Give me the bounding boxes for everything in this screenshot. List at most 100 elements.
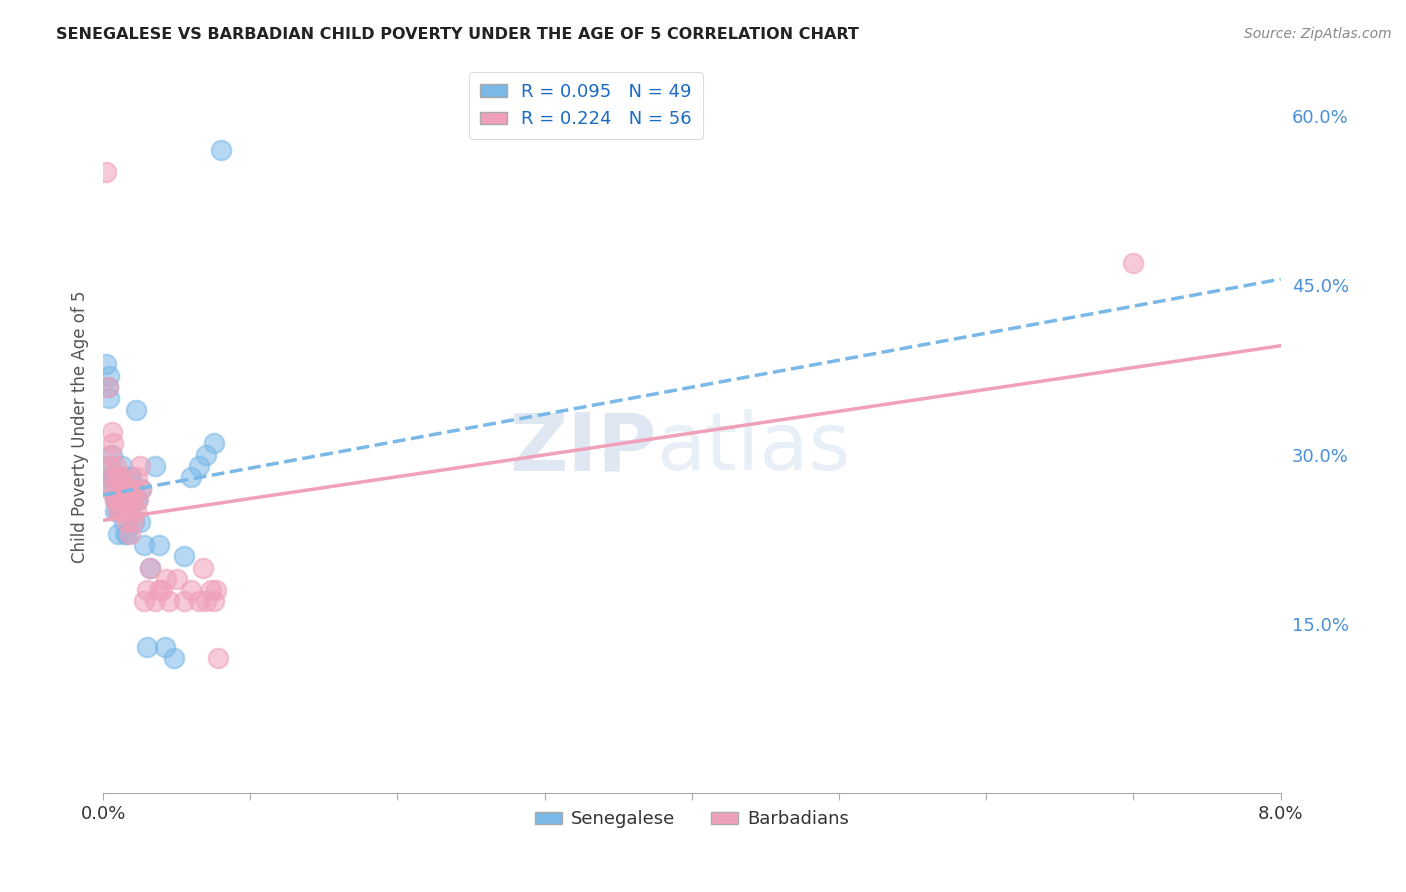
Point xyxy=(110,504,132,518)
Point xyxy=(107,504,129,518)
Point xyxy=(195,594,218,608)
Legend: Senegalese, Barbadians: Senegalese, Barbadians xyxy=(527,803,856,836)
Point xyxy=(173,594,195,608)
Point xyxy=(108,470,131,484)
Point xyxy=(121,516,143,530)
Point xyxy=(111,458,134,473)
Point xyxy=(163,651,186,665)
Point xyxy=(110,482,132,496)
Point xyxy=(125,470,148,484)
Point xyxy=(129,516,152,530)
Point xyxy=(166,572,188,586)
Point xyxy=(111,482,134,496)
Point xyxy=(103,470,125,484)
Point xyxy=(104,492,127,507)
Point xyxy=(131,482,153,496)
Point xyxy=(139,560,162,574)
Point xyxy=(108,492,131,507)
Point xyxy=(157,594,180,608)
Point xyxy=(139,560,162,574)
Point xyxy=(100,458,122,473)
Point xyxy=(202,594,225,608)
Point xyxy=(110,482,132,496)
Text: atlas: atlas xyxy=(657,409,851,488)
Point xyxy=(98,391,121,405)
Point xyxy=(131,482,153,496)
Point xyxy=(187,594,209,608)
Point xyxy=(124,402,146,417)
Point xyxy=(136,583,159,598)
Point xyxy=(100,458,122,473)
Point xyxy=(180,583,202,598)
Y-axis label: Child Poverty Under the Age of 5: Child Poverty Under the Age of 5 xyxy=(72,290,89,563)
Point xyxy=(94,358,117,372)
Point xyxy=(110,504,132,518)
Point xyxy=(127,492,149,507)
Point xyxy=(104,492,127,507)
Point xyxy=(136,640,159,654)
Point xyxy=(115,492,138,507)
Point xyxy=(101,448,124,462)
Point xyxy=(118,470,141,484)
Point xyxy=(107,504,129,518)
Point xyxy=(114,504,136,518)
Point xyxy=(202,436,225,450)
Point xyxy=(112,482,135,496)
Point xyxy=(115,504,138,518)
Point xyxy=(121,492,143,507)
Point xyxy=(120,482,142,496)
Point xyxy=(94,165,117,179)
Point xyxy=(148,583,170,598)
Point xyxy=(117,482,139,496)
Point xyxy=(103,436,125,450)
Point xyxy=(205,583,228,598)
Point xyxy=(148,538,170,552)
Point xyxy=(153,640,176,654)
Point xyxy=(103,482,125,496)
Point xyxy=(193,560,215,574)
Text: Source: ZipAtlas.com: Source: ZipAtlas.com xyxy=(1244,27,1392,41)
Point xyxy=(103,470,125,484)
Point xyxy=(96,380,118,394)
Point xyxy=(134,594,156,608)
Point xyxy=(120,470,142,484)
Point xyxy=(200,583,222,598)
Point xyxy=(122,482,145,496)
Point xyxy=(143,594,166,608)
Point xyxy=(1122,256,1144,270)
Point xyxy=(100,448,122,462)
Point xyxy=(117,482,139,496)
Point xyxy=(124,504,146,518)
Point xyxy=(112,492,135,507)
Point xyxy=(104,504,127,518)
Point xyxy=(187,458,209,473)
Point xyxy=(155,572,177,586)
Point xyxy=(111,470,134,484)
Point xyxy=(114,482,136,496)
Point xyxy=(121,492,143,507)
Point xyxy=(143,458,166,473)
Point xyxy=(100,470,122,484)
Point xyxy=(105,492,128,507)
Point xyxy=(108,470,131,484)
Point xyxy=(104,482,127,496)
Point xyxy=(134,538,156,552)
Point xyxy=(115,526,138,541)
Point xyxy=(107,526,129,541)
Point xyxy=(108,492,131,507)
Text: SENEGALESE VS BARBADIAN CHILD POVERTY UNDER THE AGE OF 5 CORRELATION CHART: SENEGALESE VS BARBADIAN CHILD POVERTY UN… xyxy=(56,27,859,42)
Point xyxy=(118,526,141,541)
Point xyxy=(150,583,173,598)
Point xyxy=(122,516,145,530)
Point xyxy=(112,516,135,530)
Point xyxy=(209,143,232,157)
Point xyxy=(125,492,148,507)
Point xyxy=(98,368,121,383)
Point xyxy=(114,492,136,507)
Point xyxy=(96,380,118,394)
Point xyxy=(129,458,152,473)
Point xyxy=(101,470,124,484)
Point xyxy=(98,482,121,496)
Point xyxy=(115,516,138,530)
Point xyxy=(195,448,218,462)
